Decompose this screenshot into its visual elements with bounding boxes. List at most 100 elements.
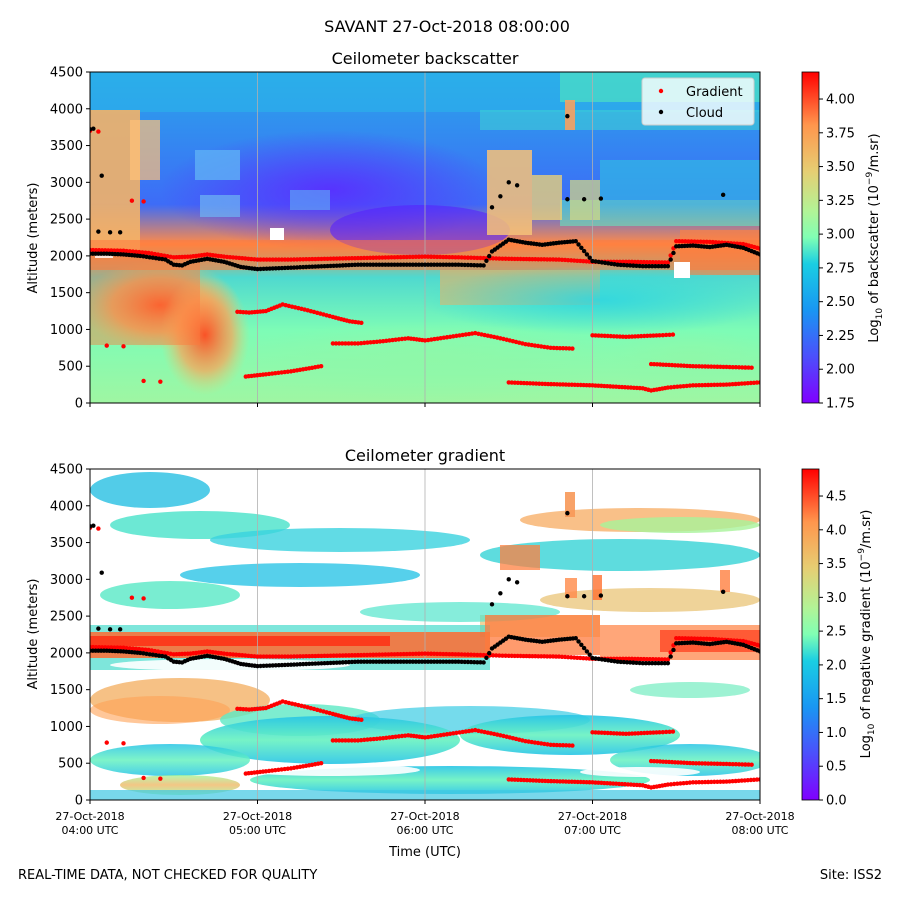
gradient-upper-point bbox=[349, 256, 355, 261]
cloud-base-point bbox=[573, 635, 578, 641]
gradient-fragments-point bbox=[141, 378, 146, 384]
cloud-base-point bbox=[416, 262, 422, 267]
gradient-upper-point bbox=[383, 652, 388, 657]
gradient-upper-point bbox=[410, 254, 416, 260]
gradient-low3-point bbox=[743, 365, 748, 370]
gradient-mid2-point bbox=[567, 346, 572, 351]
gradient-upper-point bbox=[497, 653, 502, 658]
backscatter-gridlines bbox=[257, 72, 593, 403]
gradient-upper-point bbox=[291, 654, 297, 659]
gradient-mid2-point bbox=[352, 341, 358, 346]
gradient-low2-point bbox=[684, 780, 689, 786]
gradient-upper-point bbox=[352, 255, 358, 261]
gradient-upper-point bbox=[337, 256, 342, 261]
gradient-low3-point bbox=[736, 762, 742, 767]
legend: Gradient Cloud bbox=[641, 77, 755, 126]
gradient-low2-point bbox=[696, 780, 702, 785]
gradient-upper-point bbox=[96, 645, 102, 650]
cloud-base-point bbox=[668, 257, 673, 262]
cloud-base-point bbox=[386, 659, 391, 664]
gradient-ylabel: Altitude (meters) bbox=[26, 579, 41, 690]
backscatter-ytick-label: 4000 bbox=[50, 102, 83, 117]
gradient-upper-point bbox=[407, 254, 412, 260]
backscatter-y-ticks: 0 500 1000 1500 2000 2500 3000 3500 4000 4500 bbox=[50, 66, 90, 412]
gradient-upper-point bbox=[319, 653, 324, 659]
gradient-upper-point bbox=[680, 636, 685, 641]
gradient-low3-point bbox=[693, 761, 699, 766]
cloud-base-point bbox=[395, 262, 400, 267]
cloud-base-point bbox=[576, 639, 581, 644]
cloud-base-point bbox=[631, 263, 636, 268]
gradient-upper-point bbox=[692, 636, 697, 641]
gradient-low2-point bbox=[709, 779, 714, 785]
gradient-low3-point bbox=[696, 364, 702, 369]
gradient-upper-point bbox=[137, 646, 142, 652]
cloud-base-point bbox=[468, 262, 474, 268]
gradient-upper-point bbox=[133, 249, 139, 255]
cloud-base-point bbox=[643, 263, 649, 269]
gradient-upper-point bbox=[398, 254, 403, 260]
gradient-upper-point bbox=[279, 257, 285, 262]
gradient-cbtick-label: 1.0 bbox=[826, 726, 847, 741]
backscatter-ytick-label: 500 bbox=[58, 360, 83, 375]
gradient-upper-point bbox=[462, 255, 467, 260]
gradient-upper-point bbox=[288, 654, 294, 659]
cloud-base-point bbox=[481, 263, 486, 268]
cloud-base-point bbox=[425, 262, 431, 267]
gradient-mid3-point bbox=[670, 332, 676, 337]
gradient-low-point bbox=[318, 364, 324, 369]
cloud-base-point bbox=[425, 659, 431, 664]
gradient-upper-point bbox=[349, 653, 355, 658]
gradient-upper-point bbox=[383, 255, 388, 260]
gradient-fragments-point bbox=[158, 776, 163, 781]
gradient-upper-point bbox=[438, 651, 443, 657]
gradient-upper-point bbox=[686, 239, 691, 244]
gradient-upper-point bbox=[497, 256, 502, 261]
gradient-mid2-point bbox=[336, 341, 342, 346]
gradient-upper-point bbox=[358, 652, 364, 658]
gradient-upper-point bbox=[96, 248, 102, 253]
gradient-upper-point bbox=[267, 654, 272, 659]
gradient-upper-point bbox=[346, 256, 352, 261]
cloud-base-point bbox=[472, 659, 477, 665]
gradient-upper-point bbox=[438, 254, 443, 260]
cloud-base-point bbox=[659, 660, 664, 666]
gradient-mid2-point bbox=[346, 341, 351, 346]
gradient-mid2-point bbox=[362, 340, 367, 346]
gradient-upper-point bbox=[392, 652, 397, 657]
backscatter-colorbar-bar bbox=[801, 71, 820, 404]
gradient-upper-point bbox=[468, 255, 474, 260]
gradient-upper-point bbox=[431, 651, 437, 657]
gradient-upper-point bbox=[99, 645, 105, 650]
gradient-mid2-point bbox=[551, 345, 556, 351]
cloud-base-point bbox=[355, 262, 361, 267]
gradient-upper-point bbox=[386, 255, 391, 260]
gradient-upper-point bbox=[475, 255, 480, 261]
gradient-upper-point bbox=[264, 257, 269, 262]
gradient-upper-point bbox=[481, 652, 486, 658]
gradient-upper-point bbox=[304, 654, 309, 659]
gradient-low2-point bbox=[706, 382, 711, 388]
gradient-upper-point bbox=[493, 256, 499, 261]
gradient-ytick-label: 3000 bbox=[50, 573, 83, 588]
cloud-base-point bbox=[624, 660, 630, 665]
backscatter-cbtick-label: 2.25 bbox=[826, 329, 855, 344]
backscatter-cbtick-label: 4.00 bbox=[826, 93, 855, 108]
cloud-base-point bbox=[431, 262, 437, 267]
cloud-base-point bbox=[459, 262, 464, 268]
gradient-upper-point bbox=[300, 654, 306, 659]
gradient-upper-point bbox=[447, 651, 452, 657]
gradient-title: Ceilometer gradient bbox=[345, 446, 505, 465]
gradient-low2-point bbox=[718, 382, 723, 387]
gradient-upper-point bbox=[665, 657, 671, 662]
cloud-base-point bbox=[640, 660, 645, 666]
gradient-upper-point bbox=[695, 636, 700, 641]
cloud-base-point bbox=[475, 263, 480, 268]
cloud-fragments-point bbox=[720, 589, 726, 595]
cloud-base-point bbox=[579, 245, 584, 250]
gradient-upper-point bbox=[127, 249, 132, 254]
cloud-base-point bbox=[447, 262, 452, 267]
cloud-base-point bbox=[410, 262, 416, 267]
gradient-upper-point bbox=[500, 256, 505, 261]
cloud-base-point bbox=[358, 659, 364, 664]
